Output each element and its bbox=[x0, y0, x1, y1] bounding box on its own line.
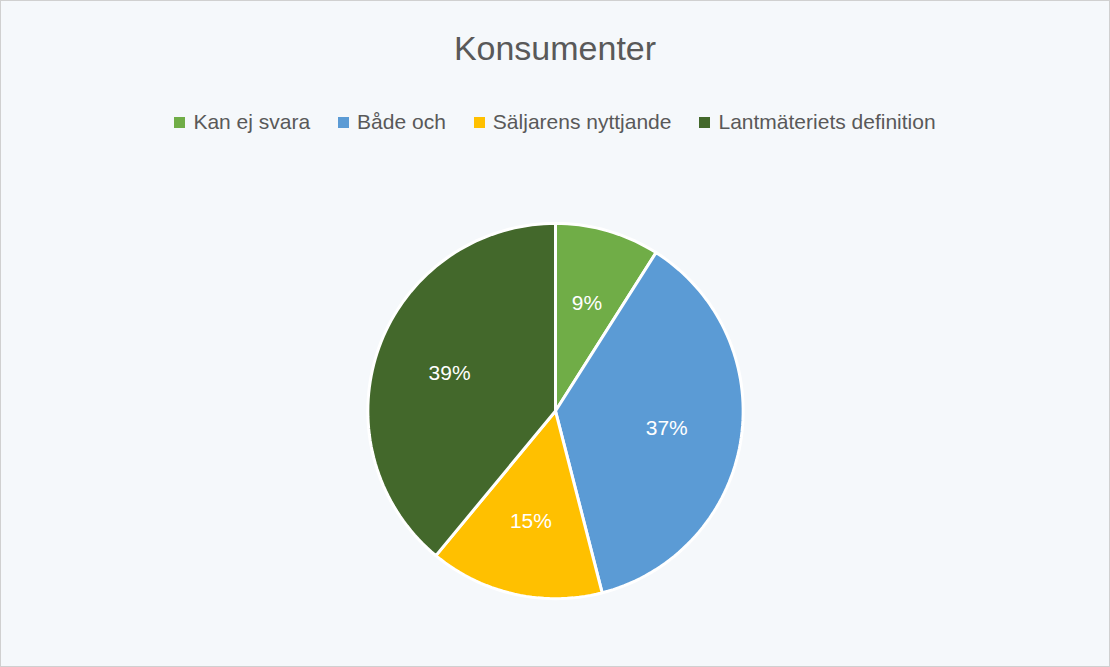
html-text:Lantmäteriets definition: Lantmäteriets definition bbox=[718, 110, 936, 133]
html-text:Både och: Både och bbox=[357, 110, 446, 133]
html-text:Kan ej svara: Kan ej svara bbox=[193, 110, 311, 133]
html-text:Säljarens nyttjande: Säljarens nyttjande bbox=[492, 110, 672, 133]
html-text:Konsumenter: Konsumenter bbox=[453, 29, 657, 67]
svg-text:15%: 15% bbox=[510, 509, 552, 532]
svg-text:39%: 39% bbox=[429, 361, 471, 384]
svg-text:9%: 9% bbox=[572, 291, 602, 314]
svg-text:37%: 37% bbox=[646, 416, 688, 439]
